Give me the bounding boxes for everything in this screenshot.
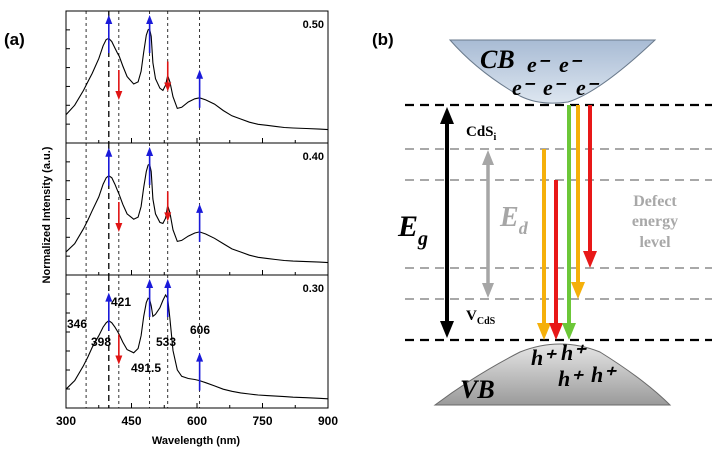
subplot-0.50: 0.50 bbox=[65, 10, 329, 144]
peak-label-398: 398 bbox=[91, 335, 111, 349]
shift-arrow-head bbox=[196, 69, 204, 79]
shift-arrow-head bbox=[196, 203, 204, 213]
eg-label: Eg bbox=[397, 210, 428, 250]
shift-arrow-head bbox=[115, 223, 123, 232]
x-tick-label-900: 900 bbox=[318, 414, 338, 428]
vb-label: VB bbox=[460, 375, 495, 404]
peak-label-533: 533 bbox=[156, 335, 176, 349]
conduction-band-shape bbox=[448, 39, 657, 104]
electron-1: e⁻ bbox=[527, 52, 551, 77]
y-axis-title: Normalized Intensity (a.u.) bbox=[41, 146, 53, 283]
shift-arrow-head bbox=[115, 91, 123, 100]
shift-arrow-head bbox=[105, 147, 113, 157]
hole-3: h⁺ bbox=[558, 366, 584, 391]
series-label-0.50: 0.50 bbox=[303, 19, 324, 31]
peak-label-491-5: 491.5 bbox=[131, 361, 161, 375]
subplot-0.30: 0.30 bbox=[65, 274, 329, 409]
defect-text-line-1: Defect bbox=[633, 193, 677, 210]
peak-label-346: 346 bbox=[67, 317, 87, 331]
subplot-frame bbox=[65, 142, 329, 276]
valence-band-shape bbox=[433, 343, 672, 406]
peak-label-421: 421 bbox=[111, 295, 131, 309]
hole-1: h⁺ bbox=[531, 345, 557, 370]
defect-text-line-3: level bbox=[639, 234, 671, 251]
defect-text-line-2: energy bbox=[632, 213, 678, 230]
hole-2: h⁺ bbox=[561, 340, 587, 365]
electron-2: e⁻ bbox=[559, 52, 583, 77]
series-label-0.40: 0.40 bbox=[303, 151, 324, 163]
x-tick-label-750: 750 bbox=[252, 414, 272, 428]
peak-label-606: 606 bbox=[190, 323, 210, 337]
orange-arrow-right-head bbox=[571, 282, 585, 299]
green-arrow-head bbox=[562, 323, 576, 340]
orange-arrow-left-head bbox=[537, 323, 551, 340]
band-diagram: (b) CB e⁻ e⁻ e⁻ e⁻ e⁻ VB h⁺ h⁺ h⁺ h⁺ Eg … bbox=[372, 30, 712, 406]
shift-arrow-head bbox=[196, 352, 204, 362]
shift-arrow-head bbox=[105, 15, 113, 24]
vcds-label: VCdS bbox=[466, 308, 496, 327]
electron-5: e⁻ bbox=[576, 75, 600, 100]
panel-b-label: (b) bbox=[372, 30, 394, 49]
x-tick-labels: 300 450 600 750 900 bbox=[56, 414, 338, 428]
cdsi-label: CdSi bbox=[466, 124, 497, 143]
series-label-0.30: 0.30 bbox=[303, 283, 324, 295]
x-axis-title: Wavelength (nm) bbox=[152, 435, 241, 447]
transition-arrows bbox=[537, 105, 597, 340]
shift-arrow-head bbox=[164, 279, 172, 288]
x-tick-label-300: 300 bbox=[56, 414, 76, 428]
shift-arrow-head bbox=[146, 15, 154, 24]
panel-a-label: (a) bbox=[4, 30, 25, 49]
subplot-0.40: 0.40 bbox=[65, 142, 329, 276]
ed-arrow-head-up bbox=[482, 150, 494, 165]
ed-label: Ed bbox=[499, 202, 529, 238]
shift-arrow-head bbox=[146, 147, 154, 156]
electron-3: e⁻ bbox=[512, 75, 536, 100]
shift-arrow-head bbox=[115, 355, 123, 365]
shift-arrow-head bbox=[146, 279, 154, 288]
ed-arrow-head-down bbox=[482, 283, 494, 298]
red-arrow-right-head bbox=[583, 251, 597, 268]
electron-4: e⁻ bbox=[543, 75, 567, 100]
x-tick-label-600: 600 bbox=[187, 414, 207, 428]
spectrum-line-0.40 bbox=[65, 163, 329, 264]
spectrum-line-0.50 bbox=[65, 27, 329, 131]
shift-arrow-head bbox=[164, 212, 172, 222]
eg-arrow-head-up bbox=[440, 107, 454, 124]
eg-arrow-head-down bbox=[440, 321, 454, 338]
shift-arrow-head bbox=[105, 292, 113, 302]
red-arrow-left-head bbox=[549, 323, 563, 340]
shift-arrow-head bbox=[164, 82, 172, 92]
spectra-plots: 0.50 0.40 0.30 bbox=[65, 10, 329, 409]
cb-label: CB bbox=[480, 45, 515, 74]
x-tick-label-450: 450 bbox=[121, 414, 141, 428]
hole-4: h⁺ bbox=[591, 362, 617, 387]
